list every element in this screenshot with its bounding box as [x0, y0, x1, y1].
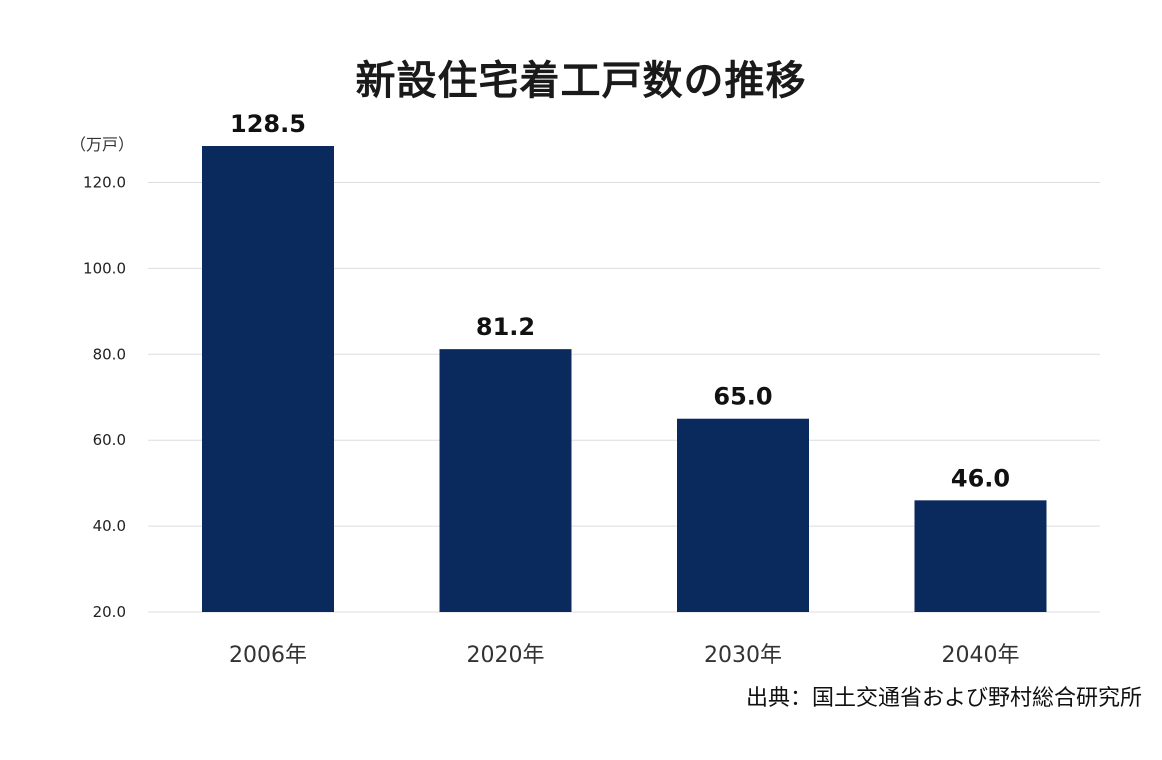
data-label: 128.5 [230, 110, 306, 138]
data-label: 81.2 [476, 313, 535, 341]
y-tick-label: 20.0 [93, 603, 126, 621]
x-category-label: 2006年 [229, 643, 307, 668]
bar [914, 500, 1047, 612]
bar [439, 349, 572, 612]
y-axis-unit-label: （万戸） [70, 135, 134, 154]
bar [677, 418, 809, 612]
y-tick-label: 120.0 [83, 174, 126, 192]
source-note: 出典：国土交通省および野村総合研究所 [745, 686, 1142, 711]
bar [202, 146, 334, 612]
data-labels: 128.5 81.2 65.0 46.0 [230, 110, 1010, 492]
y-tick-label: 100.0 [83, 259, 126, 277]
x-category-label: 2030年 [704, 643, 782, 668]
y-tick-label: 80.0 [93, 345, 126, 363]
x-axis-labels: 2006年 2020年 2030年 2040年 [229, 643, 1020, 668]
data-label: 46.0 [951, 464, 1010, 492]
x-category-label: 2040年 [942, 643, 1020, 668]
chart-title: 新設住宅着工戸数の推移 [355, 58, 807, 104]
x-category-label: 2020年 [467, 643, 545, 668]
y-tick-label: 60.0 [93, 431, 126, 449]
y-tick-label: 40.0 [93, 517, 126, 535]
data-label: 65.0 [713, 383, 772, 411]
y-axis-ticks: 20.0 40.0 60.0 80.0 100.0 120.0 [83, 174, 126, 621]
bars [202, 146, 1047, 612]
